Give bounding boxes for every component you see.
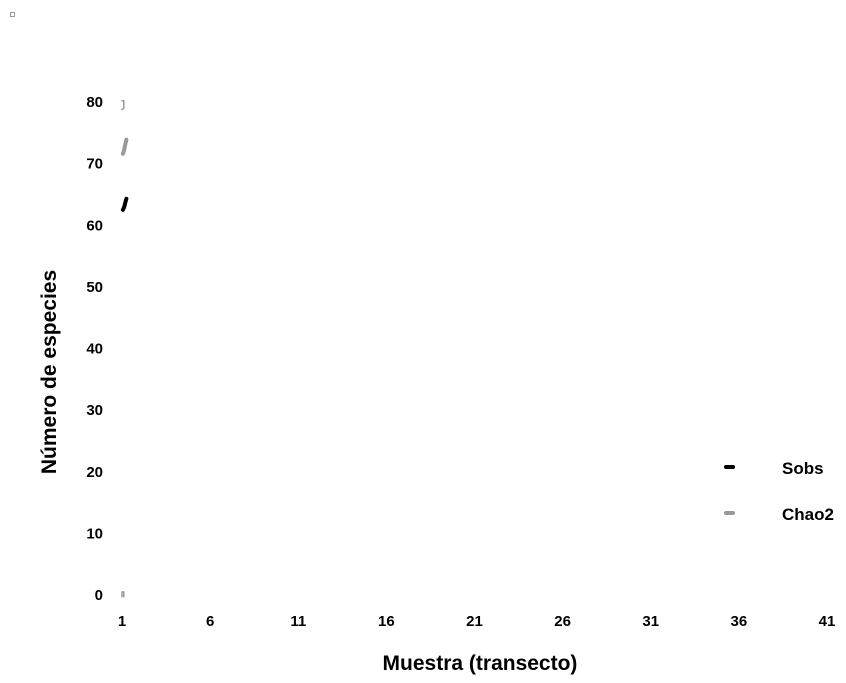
y-axis-title: Número de especies [38, 270, 61, 474]
y-tick-label: 30 [86, 402, 103, 419]
plot-area [122, 101, 126, 597]
y-tick-label: 20 [86, 464, 103, 481]
legend-label-chao2: Chao2 [782, 505, 834, 524]
y-tick-label: 10 [86, 525, 103, 542]
y-tick-label: 40 [86, 341, 103, 358]
x-tick-label: 16 [378, 613, 395, 630]
x-tick-label: 21 [466, 613, 483, 630]
x-tick-label: 11 [290, 613, 306, 630]
x-tick-label: 6 [206, 613, 214, 630]
x-tick-label: 31 [642, 613, 659, 630]
y-axis-ticks: 0 10 20 30 40 50 60 70 80 [86, 94, 103, 604]
series-fragment [122, 592, 124, 597]
y-tick-label: 0 [95, 587, 103, 604]
x-tick-label: 41 [819, 613, 836, 630]
y-tick-label: 60 [86, 217, 103, 234]
x-tick-label: 1 [118, 613, 126, 630]
legend: Sobs Chao2 [726, 459, 834, 524]
y-tick-label: 50 [86, 279, 103, 296]
series-line-sobs [123, 199, 127, 210]
x-axis-title: Muestra (transecto) [383, 652, 578, 675]
x-axis-ticks: 1 6 11 16 21 26 31 36 41 [118, 613, 836, 630]
x-tick-label: 36 [731, 613, 748, 630]
y-tick-label: 70 [86, 156, 103, 173]
series-line-chao2 [123, 140, 127, 154]
legend-label-sobs: Sobs [782, 459, 824, 478]
x-tick-label: 26 [554, 613, 571, 630]
series-fragment [122, 101, 124, 110]
y-tick-label: 80 [86, 94, 103, 111]
